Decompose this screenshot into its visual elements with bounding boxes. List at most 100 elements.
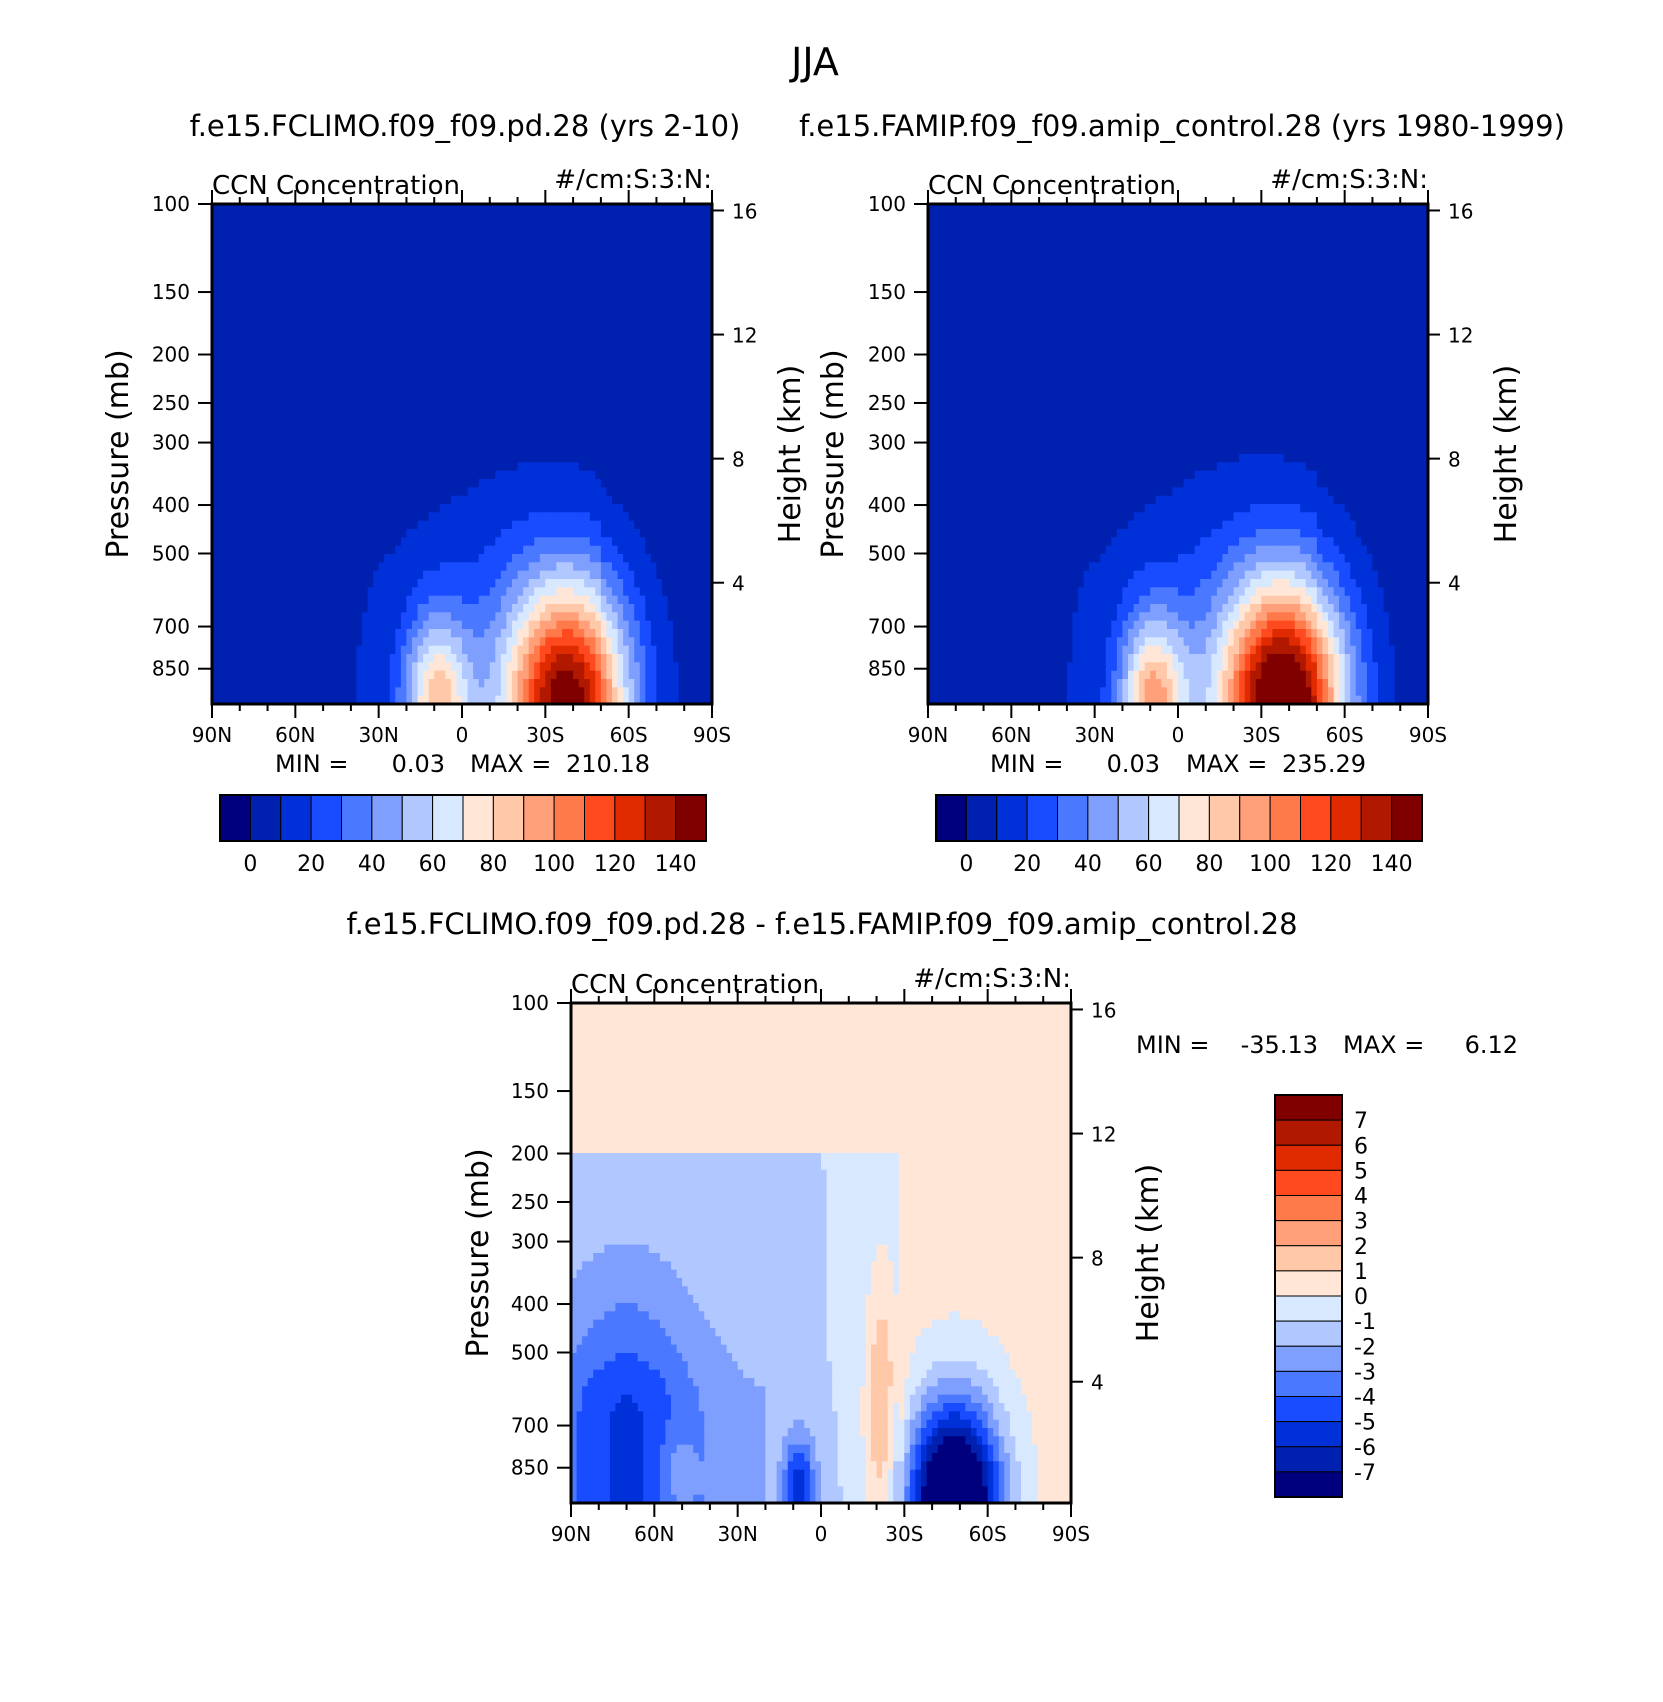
heatmap-cell — [500, 304, 508, 313]
heatmap-cell — [700, 412, 708, 422]
heatmap-cell — [512, 604, 519, 613]
heatmap-cell — [573, 287, 580, 297]
heatmap-cell — [639, 445, 646, 455]
heatmap-cell — [478, 512, 485, 522]
heatmap-cell — [534, 420, 541, 430]
heatmap-cell — [539, 262, 546, 272]
heatmap-cell — [589, 362, 596, 372]
heatmap-cell — [439, 262, 446, 272]
heatmap-cell — [706, 620, 713, 630]
heatmap-cell — [612, 362, 619, 372]
heatmap-cell — [223, 379, 230, 388]
heatmap-cell — [656, 437, 663, 447]
heatmap-cell — [473, 329, 480, 338]
heatmap-cell — [234, 512, 241, 522]
heatmap-cell — [489, 612, 496, 622]
heatmap-cell — [484, 262, 491, 272]
heatmap-cell — [250, 404, 258, 413]
heatmap-cell — [278, 304, 285, 313]
heatmap-cell — [295, 512, 302, 522]
heatmap-cell — [584, 579, 591, 588]
heatmap-cell — [295, 562, 302, 572]
heatmap-cell — [534, 329, 541, 338]
heatmap-cell — [389, 629, 396, 638]
heatmap-cell — [523, 504, 530, 513]
heatmap-cell — [273, 254, 280, 263]
heatmap-cell — [662, 395, 669, 405]
heatmap-cell — [284, 595, 291, 605]
heatmap-cell — [350, 520, 358, 530]
heatmap-cell — [600, 204, 608, 213]
heatmap-cell — [395, 512, 402, 522]
heatmap-cell — [395, 295, 402, 305]
heatmap-cell — [567, 479, 574, 488]
heatmap-cell — [517, 387, 524, 397]
heatmap-cell — [406, 620, 413, 630]
heatmap-cell — [423, 487, 430, 497]
heatmap-cell — [523, 320, 530, 330]
heatmap-cell — [678, 362, 685, 372]
heatmap-cell — [273, 204, 280, 213]
heatmap-cell — [534, 520, 541, 530]
heatmap-cell — [423, 479, 430, 488]
heatmap-cell — [284, 437, 291, 447]
heatmap-cell — [223, 254, 230, 263]
heatmap-cell — [478, 620, 485, 630]
heatmap-cell — [445, 637, 452, 647]
heatmap-cell — [550, 537, 558, 547]
heatmap-cell — [417, 420, 424, 430]
heatmap-cell — [545, 537, 552, 547]
heatmap-cell — [484, 270, 491, 280]
heatmap-cell — [239, 237, 246, 247]
heatmap-cell — [700, 462, 708, 472]
heatmap-cell — [217, 254, 224, 263]
heatmap-cell — [278, 495, 285, 505]
heatmap-cell — [578, 595, 585, 605]
heatmap-cell — [312, 429, 319, 438]
heatmap-cell — [245, 587, 252, 597]
heatmap-cell — [473, 312, 480, 322]
heatmap-cell — [550, 295, 558, 305]
heatmap-cell — [234, 520, 241, 530]
heatmap-cell — [517, 354, 524, 363]
heatmap-cell — [239, 262, 246, 272]
heatmap-cell — [523, 220, 530, 230]
heatmap-cell — [623, 437, 630, 447]
heatmap-cell — [334, 362, 341, 372]
heatmap-cell — [362, 629, 369, 638]
heatmap-cell — [573, 520, 580, 530]
heatmap-cell — [645, 545, 652, 555]
heatmap-cell — [256, 462, 263, 472]
heatmap-cell — [595, 370, 602, 380]
heatmap-cell — [234, 404, 241, 413]
heatmap-cell — [339, 612, 346, 622]
heatmap-cell — [628, 562, 635, 572]
heatmap-cell — [239, 470, 246, 480]
heatmap-cell — [684, 604, 691, 613]
heatmap-cell — [467, 220, 474, 230]
heatmap-cell — [317, 587, 324, 597]
heatmap-cell — [289, 462, 296, 472]
heatmap-cell — [439, 579, 446, 588]
heatmap-cell — [628, 279, 635, 288]
heatmap-cell — [234, 612, 241, 622]
heatmap-cell — [662, 420, 669, 430]
heatmap-cell — [434, 470, 441, 480]
heatmap-cell — [384, 437, 391, 447]
heatmap-cell — [634, 537, 641, 547]
heatmap-cell — [639, 562, 646, 572]
heatmap-cell — [362, 445, 369, 455]
heatmap-cell — [534, 470, 541, 480]
heatmap-cell — [300, 554, 308, 563]
heatmap-cell — [228, 612, 235, 622]
heatmap-cell — [378, 470, 385, 480]
heatmap-cell — [700, 362, 708, 372]
heatmap-cell — [495, 637, 502, 647]
heatmap-cell — [495, 420, 502, 430]
heatmap-cell — [700, 337, 708, 347]
heatmap-cell — [306, 320, 313, 330]
heatmap-cell — [389, 270, 396, 280]
heatmap-cell — [500, 287, 508, 297]
heatmap-cell — [556, 579, 563, 588]
heatmap-cell — [678, 620, 685, 630]
